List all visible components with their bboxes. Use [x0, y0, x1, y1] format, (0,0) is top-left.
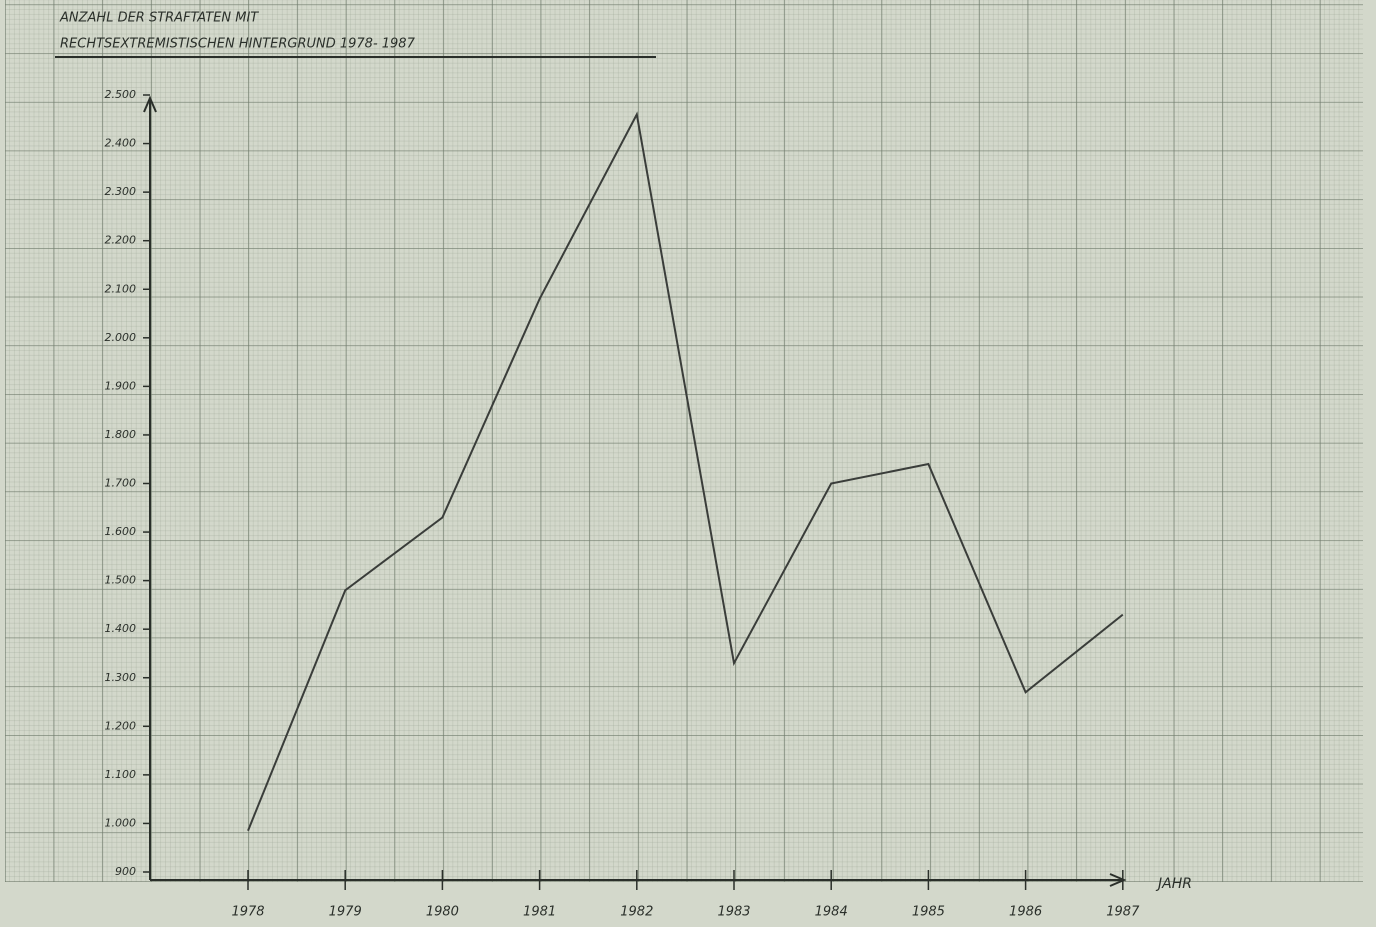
- x-tick-label: 1985: [912, 905, 945, 920]
- y-tick-label: 1.700: [105, 477, 137, 490]
- y-tick-label: 1.900: [105, 379, 137, 392]
- x-tick-label: 1983: [717, 905, 750, 920]
- y-tick-label: 2.300: [105, 185, 137, 198]
- x-tick-label: 1986: [1009, 905, 1042, 920]
- graph-paper: [5, 0, 1363, 882]
- y-tick-label: 2.000: [105, 331, 137, 344]
- chart-title: RECHTSEXTREMISTISCHEN HINTERGRUND 1978- …: [60, 37, 416, 52]
- x-tick-label: 1982: [620, 905, 653, 920]
- y-tick-label: 1.300: [105, 671, 137, 684]
- y-tick-label: 2.100: [105, 282, 137, 295]
- page: {"chart_data": {"type": "line", "title":…: [0, 0, 1376, 927]
- y-tick-label: 2.500: [105, 88, 137, 101]
- y-tick-label: 900: [115, 865, 136, 878]
- y-tick-label: 1.000: [105, 816, 137, 829]
- y-tick-label: 1.600: [105, 525, 137, 538]
- y-tick-label: 2.200: [105, 234, 137, 247]
- x-axis-label: JAHR: [1155, 876, 1192, 892]
- chart: ANZAHL DER STRAFTATEN MIT RECHTSEXTREMIS…: [0, 0, 1376, 927]
- chart-title: ANZAHL DER STRAFTATEN MIT: [59, 11, 259, 26]
- x-tick-label: 1987: [1106, 905, 1140, 920]
- x-tick-label: 1978: [231, 905, 264, 920]
- y-tick-label: 1.100: [105, 768, 137, 781]
- y-tick-label: 1.400: [105, 622, 137, 635]
- x-tick-label: 1979: [329, 905, 362, 920]
- y-tick-label: 2.400: [105, 137, 137, 150]
- x-tick-label: 1980: [426, 905, 459, 920]
- y-tick-label: 1.800: [105, 428, 137, 441]
- x-tick-label: 1981: [523, 905, 556, 920]
- y-tick-label: 1.200: [105, 719, 137, 732]
- x-tick-label: 1984: [815, 905, 848, 920]
- y-tick-label: 1.500: [105, 574, 137, 587]
